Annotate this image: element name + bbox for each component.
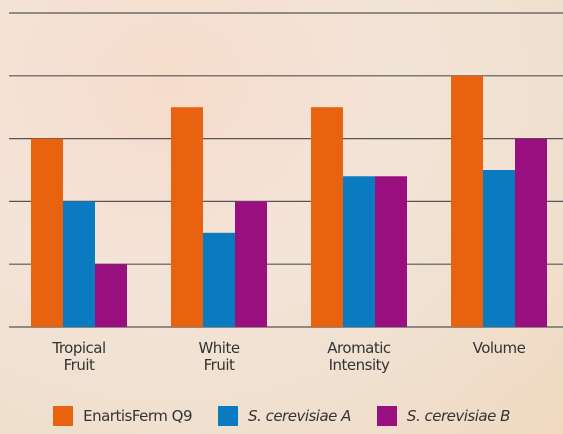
- bar: [203, 232, 235, 327]
- x-tick-label: Aromatic Intensity: [327, 339, 391, 374]
- x-tick-label: Volume: [472, 339, 526, 357]
- bar: [63, 201, 95, 327]
- legend-label: S. cerevisiae A: [248, 407, 351, 425]
- legend-item: S. cerevisiae B: [376, 406, 510, 426]
- legend: EnartisFerm Q9 S. cerevisiae A S. cerevisi…: [0, 406, 563, 426]
- legend-item: S. cerevisiae A: [218, 406, 351, 426]
- chart: [9, 12, 563, 328]
- bar: [343, 176, 375, 327]
- bar: [483, 170, 515, 327]
- bar: [451, 75, 483, 327]
- bar: [375, 176, 407, 327]
- legend-swatch: [53, 406, 74, 426]
- legend-item: EnartisFerm Q9: [53, 406, 193, 426]
- bar: [235, 201, 267, 327]
- bar: [515, 138, 547, 327]
- bar: [171, 107, 203, 327]
- bar: [31, 138, 63, 327]
- legend-label: EnartisFerm Q9: [83, 407, 193, 425]
- bar: [95, 264, 127, 327]
- x-tick-label: White Fruit: [198, 339, 240, 374]
- bar: [311, 107, 343, 327]
- legend-label: S. cerevisiae B: [406, 407, 510, 425]
- legend-swatch: [376, 406, 397, 426]
- x-tick-label: Tropical Fruit: [52, 339, 106, 374]
- legend-swatch: [218, 406, 239, 426]
